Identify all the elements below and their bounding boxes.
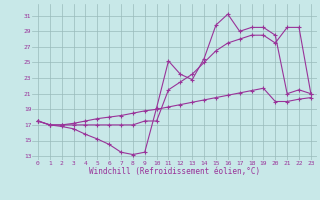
X-axis label: Windchill (Refroidissement éolien,°C): Windchill (Refroidissement éolien,°C) — [89, 167, 260, 176]
